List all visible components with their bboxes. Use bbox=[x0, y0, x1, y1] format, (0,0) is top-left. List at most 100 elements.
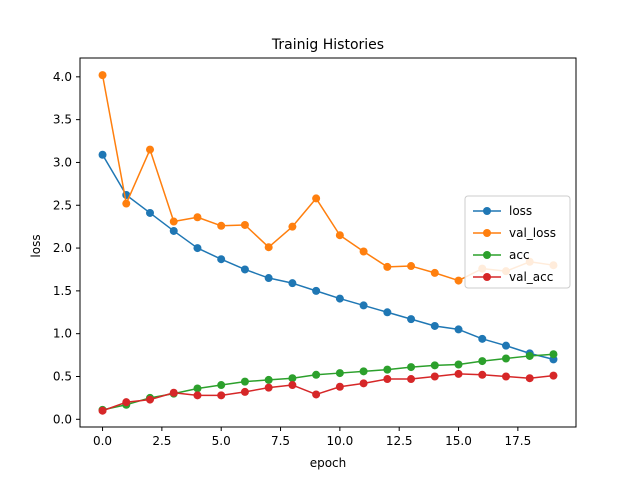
data-point-acc bbox=[217, 381, 226, 390]
data-point-acc bbox=[454, 360, 463, 369]
data-point-loss bbox=[98, 150, 107, 159]
data-point-loss bbox=[146, 208, 155, 217]
data-point-val_loss bbox=[335, 231, 344, 240]
data-point-loss bbox=[217, 255, 226, 264]
data-point-loss bbox=[407, 315, 416, 324]
y-tick-label: 1.5 bbox=[53, 284, 72, 298]
plot-area: 0.0 2.5 5.0 7.5 10.0 12.5 15.0 17.5 0.0 0.5 1.0 1.5… bbox=[53, 57, 577, 448]
data-point-val_loss bbox=[264, 243, 273, 252]
legend-item-val_loss: val_loss bbox=[473, 226, 556, 240]
data-point-loss bbox=[264, 274, 273, 283]
series-line-loss bbox=[101, 154, 554, 361]
y-tick-label: 4.0 bbox=[53, 70, 72, 84]
y-tick-label: 0.0 bbox=[53, 412, 72, 426]
y-tick-label: 3.5 bbox=[53, 113, 72, 127]
legend-label: val_loss bbox=[509, 226, 556, 240]
x-tick-label: 12.5 bbox=[386, 434, 413, 448]
data-point-val_loss bbox=[454, 276, 463, 285]
data-point-val_acc bbox=[169, 388, 178, 397]
data-point-loss bbox=[288, 279, 297, 288]
data-point-acc bbox=[193, 384, 202, 393]
data-point-val_acc bbox=[217, 391, 226, 400]
data-point-acc bbox=[359, 367, 368, 376]
y-axis-label: loss bbox=[29, 234, 43, 257]
data-point-val_acc bbox=[454, 369, 463, 378]
data-point-loss bbox=[335, 294, 344, 303]
data-point-val_loss bbox=[217, 221, 226, 230]
data-point-val_acc bbox=[407, 375, 416, 384]
legend-swatch-marker bbox=[483, 229, 491, 237]
legend-swatch-marker bbox=[483, 251, 491, 259]
data-point-val_loss bbox=[383, 262, 392, 271]
data-point-val_acc bbox=[288, 381, 297, 390]
data-point-val_loss bbox=[407, 262, 416, 271]
x-tick-label: 7.5 bbox=[271, 434, 290, 448]
legend-label: loss bbox=[509, 204, 532, 218]
data-point-acc bbox=[525, 351, 534, 360]
data-point-val_loss bbox=[240, 220, 249, 229]
data-point-val_loss bbox=[359, 247, 368, 256]
data-point-val_acc bbox=[122, 398, 131, 407]
data-point-acc bbox=[288, 374, 297, 383]
data-point-val_acc bbox=[501, 372, 510, 381]
data-point-val_loss bbox=[193, 213, 202, 222]
data-point-val_acc bbox=[359, 379, 368, 388]
x-tick-label: 0.0 bbox=[93, 434, 112, 448]
data-point-loss bbox=[430, 321, 439, 330]
legend-swatch-marker bbox=[483, 207, 491, 215]
legend-box bbox=[464, 195, 571, 289]
legend-label: acc bbox=[509, 248, 530, 262]
x-tick-label: 17.5 bbox=[504, 434, 531, 448]
y-tick-label: 1.0 bbox=[53, 327, 72, 341]
data-point-acc bbox=[501, 354, 510, 363]
x-tick-label: 15.0 bbox=[445, 434, 472, 448]
series-val_acc bbox=[98, 369, 558, 415]
data-point-loss bbox=[454, 325, 463, 334]
data-point-val_acc bbox=[264, 383, 273, 392]
data-point-loss bbox=[478, 334, 487, 343]
data-point-acc bbox=[335, 369, 344, 378]
y-tick-label: 0.5 bbox=[53, 369, 72, 383]
data-point-val_acc bbox=[383, 375, 392, 384]
data-point-loss bbox=[359, 301, 368, 310]
x-tick-label: 5.0 bbox=[212, 434, 231, 448]
data-point-val_acc bbox=[478, 370, 487, 379]
chart-title: Trainig Histories bbox=[271, 37, 384, 53]
data-point-val_acc bbox=[146, 395, 155, 404]
data-point-val_acc bbox=[312, 390, 321, 399]
data-point-loss bbox=[169, 226, 178, 235]
legend-label: val_acc bbox=[509, 270, 553, 284]
data-point-loss bbox=[312, 286, 321, 295]
y-tick-label: 2.5 bbox=[53, 198, 72, 212]
data-point-val_acc bbox=[193, 391, 202, 400]
y-tick-label: 3.0 bbox=[53, 155, 72, 169]
data-point-val_acc bbox=[240, 387, 249, 396]
data-point-loss bbox=[383, 308, 392, 317]
data-point-val_loss bbox=[169, 217, 178, 226]
data-point-acc bbox=[549, 350, 558, 359]
x-axis-label: epoch bbox=[310, 456, 347, 470]
x-tick-label: 10.0 bbox=[327, 434, 354, 448]
legend-item-val_acc: val_acc bbox=[473, 270, 553, 284]
data-point-loss bbox=[501, 341, 510, 350]
data-point-val_loss bbox=[312, 194, 321, 203]
data-point-val_loss bbox=[288, 222, 297, 231]
data-point-val_loss bbox=[146, 145, 155, 154]
data-point-loss bbox=[193, 244, 202, 253]
data-point-acc bbox=[478, 357, 487, 366]
x-tick-label: 2.5 bbox=[152, 434, 171, 448]
axes-frame bbox=[79, 57, 577, 428]
legend-swatch-marker bbox=[483, 273, 491, 281]
data-point-loss bbox=[240, 265, 249, 274]
data-point-acc bbox=[383, 365, 392, 374]
data-point-val_loss bbox=[122, 199, 131, 208]
y-tick-label: 2.0 bbox=[53, 241, 72, 255]
data-point-acc bbox=[264, 375, 273, 384]
data-point-acc bbox=[430, 361, 439, 370]
data-point-val_acc bbox=[98, 406, 107, 415]
data-point-acc bbox=[312, 370, 321, 379]
data-point-val_acc bbox=[335, 382, 344, 391]
legend-item-acc: acc bbox=[473, 248, 530, 262]
